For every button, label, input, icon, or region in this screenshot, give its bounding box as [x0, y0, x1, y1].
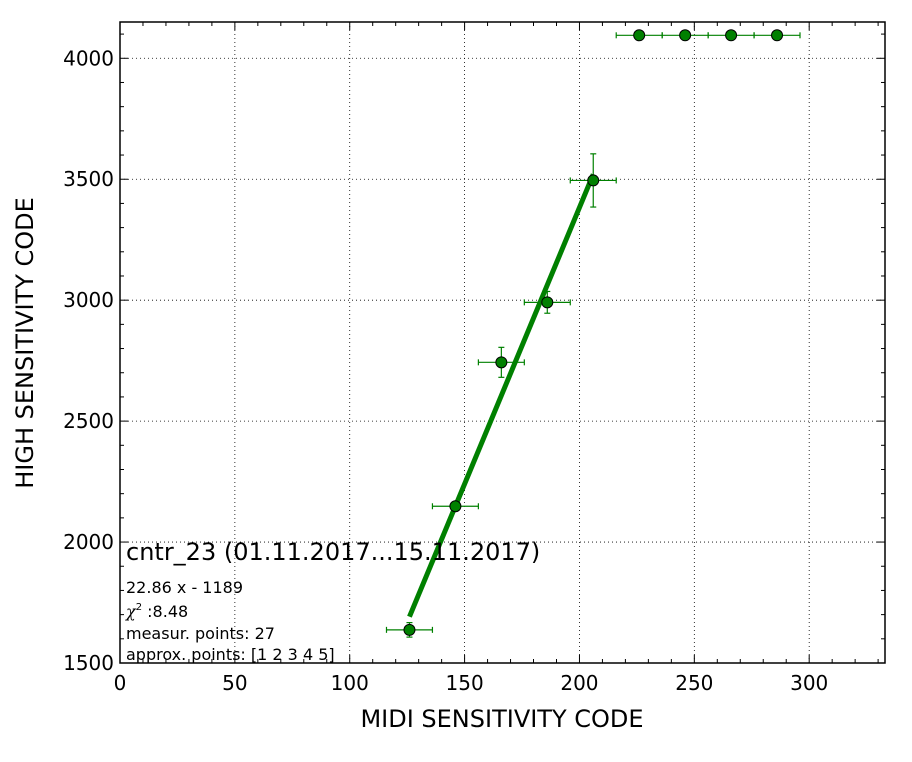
data-point: [449, 500, 462, 513]
grid-lines: [120, 22, 885, 663]
data-point: [725, 29, 738, 42]
y-tick-label: 3000: [63, 288, 114, 312]
chi2-symbol: χ: [125, 602, 137, 621]
y-axis-label: HIGH SENSITIVITY CODE: [11, 197, 39, 489]
y-tick-label: 4000: [63, 46, 114, 70]
data-point: [495, 356, 508, 369]
chi2-value: :8.48: [142, 602, 188, 621]
x-tick-label: 250: [675, 671, 713, 695]
x-tick-label: 150: [446, 671, 484, 695]
x-tick-label: 50: [222, 671, 247, 695]
data-point: [679, 29, 692, 42]
tick-labels: 0 50 100 150 200 250 300 1500 2000 2500 3000 3500 40…: [63, 46, 828, 695]
annotation-title: cntr_23 (01.11.2017...15.11.2017): [126, 538, 540, 566]
chi2-superscript: 2: [136, 602, 142, 613]
data-point: [633, 29, 646, 42]
data-points: [403, 29, 784, 636]
x-tick-label: 100: [331, 671, 369, 695]
annotation-approx-points: approx. points: [1 2 3 4 5]: [126, 645, 335, 664]
y-tick-label: 2500: [63, 409, 114, 433]
annotation-measured-points: measur. points: 27: [126, 624, 275, 643]
y-tick-label: 3500: [63, 167, 114, 191]
x-tick-label: 300: [790, 671, 828, 695]
x-axis-label: MIDI SENSITIVITY CODE: [360, 705, 643, 733]
y-tick-label: 1500: [63, 651, 114, 675]
data-point: [403, 623, 416, 636]
data-point: [771, 29, 784, 42]
y-tick-label: 2000: [63, 530, 114, 554]
data-point: [541, 296, 554, 309]
x-tick-label: 0: [114, 671, 127, 695]
fit-line-group: [407, 173, 596, 618]
annotation-chi2: χ2 :8.48: [125, 602, 188, 621]
annotation-equation: 22.86 x - 1189: [126, 578, 243, 597]
x-tick-label: 200: [560, 671, 598, 695]
plot-frame: [119, 21, 886, 664]
fit-line: [407, 173, 596, 618]
plot-background: [120, 22, 885, 663]
data-point: [587, 174, 600, 187]
